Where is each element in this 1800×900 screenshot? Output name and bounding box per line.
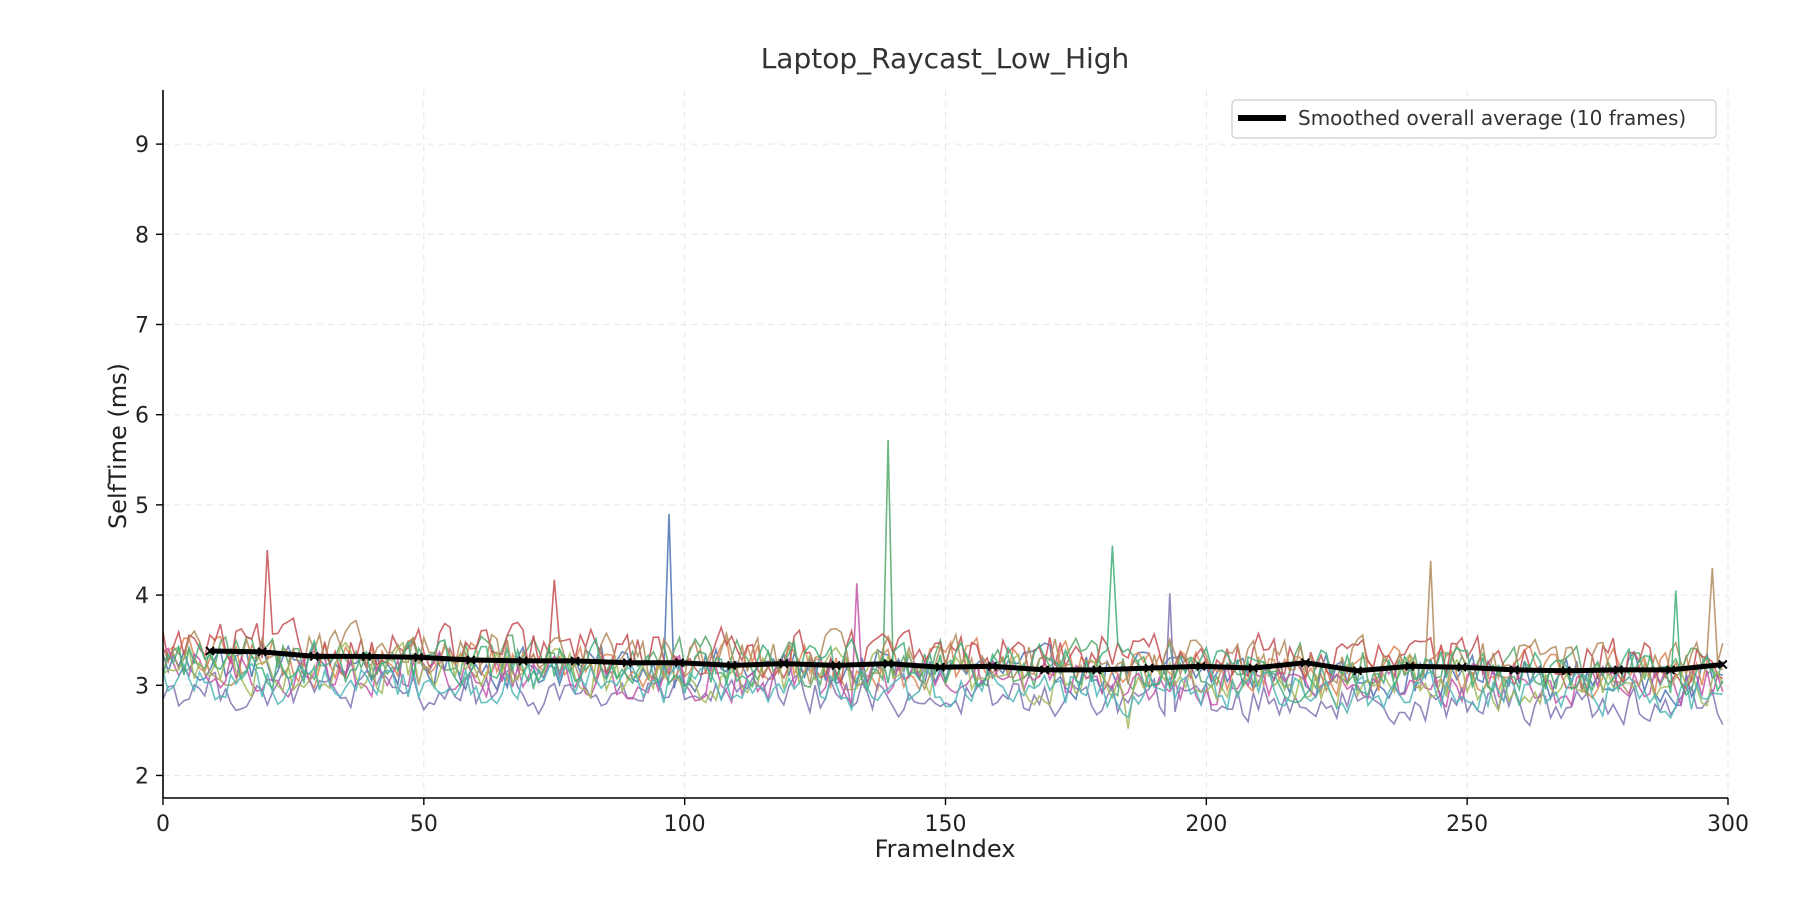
- legend: Smoothed overall average (10 frames): [1231, 99, 1717, 139]
- smoothed-average-point: [1300, 658, 1311, 668]
- smoothed-average-point: [1457, 662, 1467, 672]
- x-tick-label: 50: [410, 812, 438, 837]
- smoothed-average-point: [1196, 661, 1206, 672]
- run-series-line: [162, 560, 1724, 698]
- x-tick-label: 250: [1446, 812, 1488, 837]
- smoothed-average-point: [1561, 666, 1571, 676]
- series-layer: [162, 439, 1724, 729]
- run-series-line: [162, 593, 1724, 728]
- smoothed-average-point: [413, 652, 424, 663]
- x-tick-label: 150: [925, 812, 967, 837]
- smoothed-average-point: [570, 656, 580, 666]
- x-tick-label: 300: [1707, 812, 1749, 837]
- smoothed-average-point: [1718, 659, 1728, 670]
- chart-title: Laptop_Raycast_Low_High: [761, 42, 1130, 75]
- y-tick-label: 6: [135, 404, 149, 429]
- smoothed-average-layer: [205, 646, 1728, 676]
- smoothed-average-point: [935, 662, 945, 672]
- y-tick-label: 3: [135, 674, 149, 699]
- smoothed-average-point: [1352, 666, 1363, 676]
- legend-box: [1231, 99, 1717, 139]
- y-tick-label: 4: [135, 584, 149, 609]
- smoothed-average-point: [309, 651, 319, 662]
- y-tick-label: 2: [135, 764, 149, 789]
- smoothed-average-point: [622, 658, 632, 668]
- smoothed-average-point: [1248, 663, 1258, 673]
- y-tick-label: 9: [135, 133, 149, 158]
- y-tick-label: 5: [135, 494, 149, 519]
- axes-layer: 0 50 100 150 200 250 300 2 3 4 5 6 7 8 9: [135, 90, 1749, 837]
- smoothed-average-point: [987, 661, 998, 672]
- x-tick-label: 0: [156, 812, 170, 837]
- x-tick-label: 100: [664, 812, 706, 837]
- x-axis-title: FrameIndex: [875, 835, 1016, 863]
- smoothed-average-point: [361, 651, 372, 662]
- smoothed-average-point: [1665, 665, 1676, 675]
- run-series-line: [162, 658, 1723, 720]
- smoothed-average-point: [883, 658, 893, 669]
- smoothed-average-point: [518, 656, 528, 666]
- smoothed-average-point: [1144, 663, 1154, 673]
- y-axis-title: SelfTime (ms): [104, 363, 132, 529]
- smoothed-average-point: [1613, 665, 1624, 675]
- smoothed-average-point: [1405, 661, 1415, 672]
- smoothed-average-point: [466, 655, 476, 665]
- smoothed-average-line: [209, 648, 1724, 674]
- smoothed-average-point: [779, 658, 789, 669]
- smoothed-average-point: [257, 647, 267, 657]
- smoothed-average-point: [1509, 665, 1519, 675]
- smoothed-average-point: [831, 660, 841, 671]
- smoothed-average-point: [674, 658, 685, 668]
- y-tick-label: 8: [135, 223, 149, 248]
- smoothed-average-point: [1092, 665, 1102, 675]
- legend-label-smoothed-average: Smoothed overall average (10 frames): [1298, 106, 1686, 130]
- y-tick-label: 7: [135, 313, 149, 338]
- grid-layer: [162, 90, 1729, 798]
- smoothed-average-point: [205, 646, 215, 656]
- x-tick-label: 200: [1185, 812, 1227, 837]
- smoothed-average-point: [1039, 665, 1050, 675]
- smoothed-average-point: [726, 660, 737, 671]
